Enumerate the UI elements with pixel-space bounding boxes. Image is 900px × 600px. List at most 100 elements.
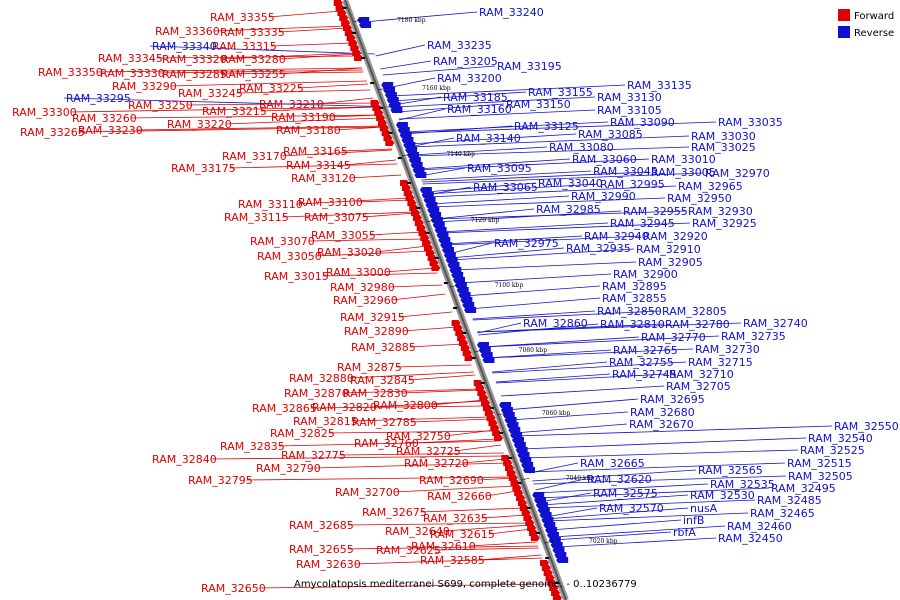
reverse-connector	[440, 222, 609, 233]
reverse-gene-arrow	[515, 447, 528, 453]
reverse-connector	[419, 167, 466, 177]
reverse-gene-arrow	[449, 267, 462, 273]
reverse-connector	[435, 208, 535, 220]
forward-legend-label: Forward	[854, 11, 894, 22]
gene-marker	[545, 557, 550, 559]
forward-connector	[70, 106, 377, 113]
forward-gene-arrow	[545, 575, 555, 581]
reverse-gene-arrow	[500, 407, 513, 413]
forward-gene-arrow	[540, 560, 550, 566]
reverse-gene-label: RAM_32465	[750, 507, 815, 520]
reverse-gene-arrow	[399, 132, 412, 138]
reverse-gene-label: RAM_33060	[572, 153, 637, 166]
forward-gene-label: RAM_33330	[100, 67, 165, 80]
reverse-gene-arrow	[537, 507, 550, 513]
reverse-gene-label: RAM_32975	[494, 237, 559, 250]
forward-gene-label: RAM_32635	[423, 512, 488, 525]
reverse-connector	[363, 11, 478, 23]
reverse-connector	[477, 322, 742, 333]
forward-connector	[402, 326, 458, 332]
reverse-connector	[435, 210, 687, 220]
reverse-gene-label: RAM_33340	[152, 40, 217, 53]
forward-gene-label: RAM_32960	[333, 294, 398, 307]
forward-gene-arrow	[530, 535, 540, 541]
forward-connector	[398, 311, 452, 318]
reverse-connector	[403, 121, 609, 133]
reverse-gene-label: RAM_33235	[427, 39, 492, 52]
reverse-gene-label: RAM_33080	[549, 141, 614, 154]
forward-gene-arrow	[425, 250, 435, 256]
reverse-gene-arrow	[541, 517, 554, 523]
forward-gene-label: RAM_33225	[239, 82, 304, 95]
forward-gene-label: RAM_32700	[335, 486, 400, 499]
reverse-gene-label: RAM_32715	[688, 356, 753, 369]
forward-gene-arrow	[409, 205, 419, 211]
forward-gene-label: RAM_32870	[284, 387, 349, 400]
reverse-connector	[431, 197, 666, 208]
forward-gene-label: RAM_32815	[293, 415, 358, 428]
reverse-gene-label: RAM_32930	[688, 205, 753, 218]
forward-gene-arrow	[346, 35, 356, 41]
reverse-connector	[529, 462, 579, 474]
reverse-connector	[382, 65, 496, 76]
forward-gene-arrow	[370, 100, 380, 106]
forward-gene-label: RAM_32630	[296, 558, 361, 571]
forward-gene-arrow	[427, 255, 437, 261]
reverse-gene-label: RAM_33200	[437, 72, 502, 85]
forward-connector	[339, 452, 504, 456]
reverse-gene-label: RAM_32850	[597, 305, 662, 318]
forward-gene-label: RAM_33335	[220, 26, 285, 39]
reverse-gene-arrow	[445, 257, 458, 263]
forward-connector	[270, 42, 353, 47]
forward-connector	[478, 554, 542, 561]
reverse-gene-arrow	[405, 147, 418, 153]
forward-gene-label: RAM_32750	[386, 430, 451, 443]
forward-gene-arrow	[482, 405, 492, 411]
reverse-gene-label: RAM_32665	[580, 457, 645, 470]
forward-connector	[341, 148, 392, 152]
reverse-gene-label: RAM_32515	[787, 457, 852, 470]
reverse-gene-label: RAM_32485	[757, 494, 822, 507]
reverse-gene-label: RAM_33085	[578, 128, 643, 141]
reverse-gene-arrow	[386, 97, 399, 103]
forward-gene-arrow	[510, 480, 520, 486]
forward-gene-arrow	[401, 185, 411, 191]
gene-marker	[508, 457, 513, 459]
forward-gene-arrow	[418, 230, 428, 236]
forward-connector	[342, 388, 481, 394]
reverse-gene-arrow	[552, 547, 565, 553]
forward-connector	[434, 547, 539, 551]
gene-marker	[360, 57, 365, 59]
forward-gene-arrow	[521, 510, 531, 516]
forward-gene-arrow	[381, 130, 391, 136]
reverse-connector	[514, 423, 628, 434]
forward-gene-arrow	[414, 220, 424, 226]
forward-gene-arrow	[431, 265, 441, 271]
forward-gene-arrow	[422, 240, 432, 246]
reverse-gene-arrow	[482, 357, 495, 363]
forward-gene-arrow	[457, 335, 467, 341]
reverse-connector	[387, 77, 436, 89]
reverse-gene-label: RAM_33140	[456, 132, 521, 145]
gene-marker	[342, 7, 347, 9]
forward-gene-arrow	[549, 585, 559, 591]
reverse-connector	[486, 349, 612, 359]
reverse-gene-label: RAM_33125	[514, 120, 579, 133]
forward-gene-label: RAM_33070	[250, 235, 315, 248]
forward-connector	[279, 53, 357, 60]
forward-connector	[384, 267, 436, 273]
forward-gene-arrow	[403, 190, 413, 196]
forward-gene-arrow	[506, 470, 516, 476]
forward-gene-label: RAM_33180	[276, 124, 341, 137]
reverse-gene-arrow	[545, 527, 558, 533]
forward-connector	[393, 485, 517, 493]
forward-gene-arrow	[352, 50, 362, 56]
forward-gene-arrow	[462, 350, 472, 356]
reverse-gene-arrow	[434, 227, 447, 233]
reverse-connector	[422, 171, 650, 183]
forward-gene-label: RAM_32655	[289, 543, 354, 556]
gene-marker	[397, 157, 402, 159]
forward-connector	[278, 27, 348, 33]
forward-connector	[431, 399, 485, 406]
reverse-gene-arrow	[397, 127, 410, 133]
